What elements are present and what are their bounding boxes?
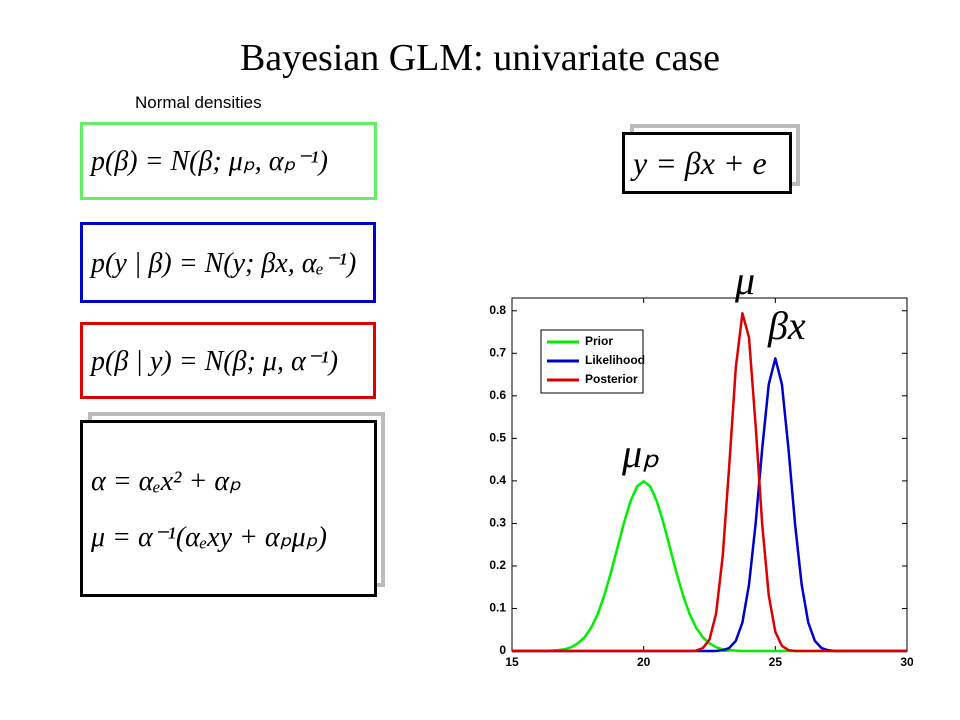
y-tick-label: 0.5 <box>489 431 506 445</box>
y-tick-label: 0.3 <box>489 516 506 530</box>
y-tick-label: 0.6 <box>489 388 506 402</box>
x-tick-label: 30 <box>900 655 914 669</box>
posterior-equation: p(β | y) = N(β; μ, α⁻¹) <box>80 322 376 399</box>
precision-equation: α = αₑx² + αₚ <box>91 465 242 497</box>
y-tick-label: 0.4 <box>489 473 506 487</box>
annotation: μₚ <box>621 431 659 476</box>
likelihood-equation: p(y | β) = N(y; βx, αₑ⁻¹) <box>80 222 376 303</box>
mean-equation: μ = α⁻¹(αₑxy + αₚμₚ) <box>91 521 327 553</box>
annotation: βx <box>767 303 806 348</box>
x-tick-label: 25 <box>769 655 783 669</box>
x-tick-label: 15 <box>505 655 519 669</box>
subtitle: Normal densities <box>135 93 262 112</box>
density-line <box>512 312 907 653</box>
x-tick-label: 20 <box>637 655 651 669</box>
y-tick-label: 0.2 <box>489 558 506 572</box>
y-tick-label: 0.1 <box>489 601 506 615</box>
update-equations: α = αₑx² + αₚ μ = α⁻¹(αₑxy + αₚμₚ) <box>80 420 377 597</box>
y-tick-label: 0.8 <box>489 303 506 317</box>
y-tick-label: 0 <box>499 643 506 657</box>
prior-equation: p(β) = N(β; μₚ, αₚ⁻¹) <box>80 122 377 200</box>
legend-label: Posterior <box>585 372 638 386</box>
legend-label: Prior <box>585 334 613 348</box>
slide-title: Bayesian GLM: univariate case <box>239 37 721 79</box>
model-equation: y = βx + e <box>622 132 792 194</box>
annotation: μ <box>734 258 755 303</box>
y-tick-label: 0.7 <box>489 345 506 359</box>
legend-label: Likelihood <box>585 353 645 367</box>
